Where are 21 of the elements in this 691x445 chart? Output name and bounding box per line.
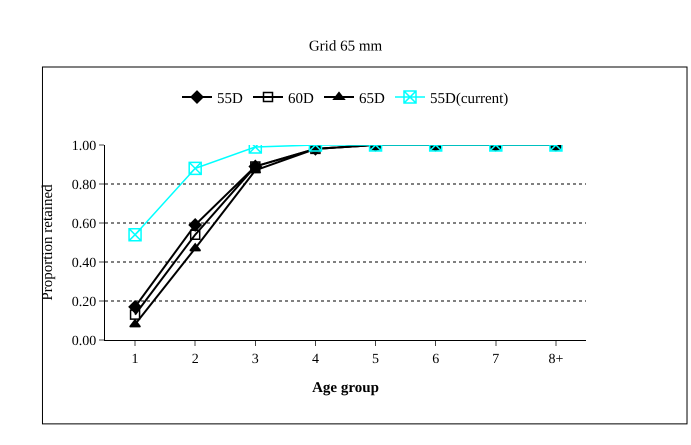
x-tick-label: 8+ [548,352,564,367]
x-tick-label: 2 [192,352,199,367]
legend-label: 60D [288,90,314,107]
legend-label: 55D(current) [430,90,508,107]
y-tick-label: 0.80 [72,178,96,193]
x-tick-label: 5 [372,352,380,367]
legend-label: 55D [217,90,243,107]
x-tick-label: 1 [132,352,139,367]
y-tick-label: 0.00 [72,334,96,349]
y-axis-title: Proportion retained [40,184,56,301]
y-tick-label: 1.00 [72,138,96,154]
x-tick-label: 6 [432,352,440,367]
x-axis-title: Age group [312,380,379,396]
y-tick-label: 0.20 [72,294,96,310]
x-tick-label: 7 [492,352,500,367]
legend-label: 65D [359,90,385,107]
y-tick-label: 0.40 [72,256,96,271]
y-tick-label: 0.60 [72,216,96,232]
x-tick-label: 3 [252,352,259,367]
chart-title: Grid 65 mm [308,38,382,55]
x-tick-label: 4 [312,352,319,367]
